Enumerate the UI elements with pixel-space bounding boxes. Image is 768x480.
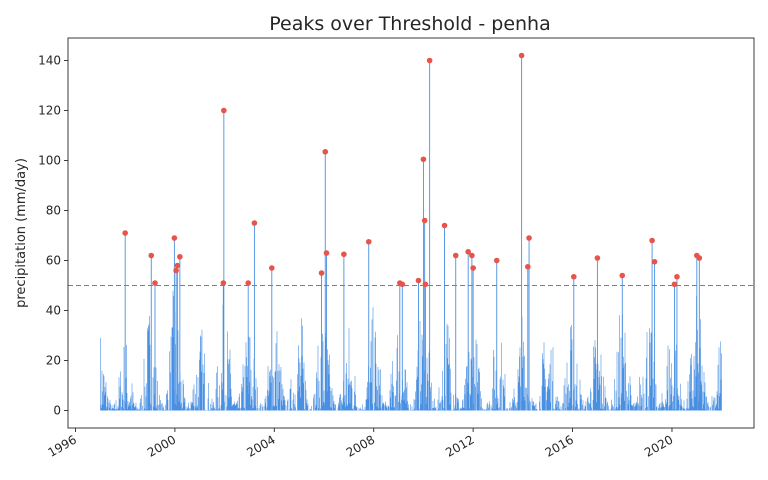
- peak-marker: [465, 248, 471, 255]
- y-tick-label: 60: [46, 254, 61, 268]
- y-axis: 0 20 40 60 80 100 120 140: [38, 54, 68, 418]
- y-tick-label: 140: [38, 54, 61, 68]
- peak-marker: [651, 258, 658, 265]
- peak-marker: [674, 273, 680, 280]
- peak-marker: [177, 253, 183, 260]
- peak-marker: [269, 265, 275, 271]
- chart-title: Peaks over Threshold - penha: [269, 13, 551, 35]
- peak-marker: [245, 280, 251, 286]
- peak-marker: [493, 257, 500, 264]
- peak-marker: [426, 57, 433, 64]
- peak-marker: [415, 277, 422, 284]
- daily-precipitation-bars: [100, 290, 722, 411]
- peak-marker: [322, 148, 329, 155]
- peak-marker: [594, 255, 601, 261]
- peak-marker: [649, 237, 655, 244]
- peak-marker: [526, 235, 532, 241]
- peak-marker: [518, 52, 525, 59]
- precipitation-series: [100, 55, 722, 411]
- y-tick-label: 120: [38, 104, 61, 118]
- peak-marker: [399, 281, 406, 288]
- peak-marker: [152, 280, 158, 286]
- peak-marker: [619, 272, 626, 279]
- y-tick-label: 100: [38, 154, 61, 168]
- x-tick-label: 2008: [344, 432, 377, 459]
- peak-marker: [221, 107, 227, 114]
- peak-marker: [696, 255, 703, 261]
- x-tick-label: 2012: [443, 432, 476, 459]
- peak-marker: [571, 273, 577, 280]
- peak-marker: [341, 251, 347, 258]
- peak-marker: [671, 281, 678, 288]
- y-tick-label: 40: [46, 304, 61, 318]
- peak-marker: [525, 263, 531, 270]
- peak-marker: [470, 265, 476, 271]
- y-tick-label: 80: [46, 204, 61, 218]
- x-tick-label: 2016: [543, 432, 576, 459]
- peak-marker: [323, 250, 330, 256]
- x-tick-label: 1996: [46, 432, 79, 459]
- peak-marker: [220, 280, 227, 286]
- peak-marker: [122, 230, 128, 236]
- x-axis: 1996 2000 2004 2008 2012 2016 2020: [46, 428, 675, 460]
- peak-marker: [365, 238, 372, 245]
- plot-frame: [67, 37, 755, 429]
- x-tick-label: 2004: [244, 432, 277, 459]
- y-tick-label: 0: [53, 404, 61, 418]
- peak-marker: [173, 267, 179, 274]
- peak-marker: [452, 252, 459, 259]
- peak-marker: [421, 217, 428, 224]
- y-axis-label: precipitation (mm/day): [14, 158, 29, 308]
- peak-points: [122, 52, 703, 288]
- peak-marker: [174, 262, 181, 269]
- peak-marker: [148, 252, 155, 259]
- peak-marker: [469, 252, 475, 259]
- peak-marker: [251, 220, 258, 226]
- peak-marker: [420, 156, 427, 163]
- y-tick-label: 20: [46, 354, 61, 368]
- peak-marker: [171, 235, 178, 241]
- x-tick-label: 2000: [145, 432, 178, 459]
- peak-marker: [422, 281, 429, 288]
- peak-marker: [441, 222, 448, 229]
- peak-marker: [318, 270, 325, 276]
- x-tick-label: 2020: [642, 432, 675, 459]
